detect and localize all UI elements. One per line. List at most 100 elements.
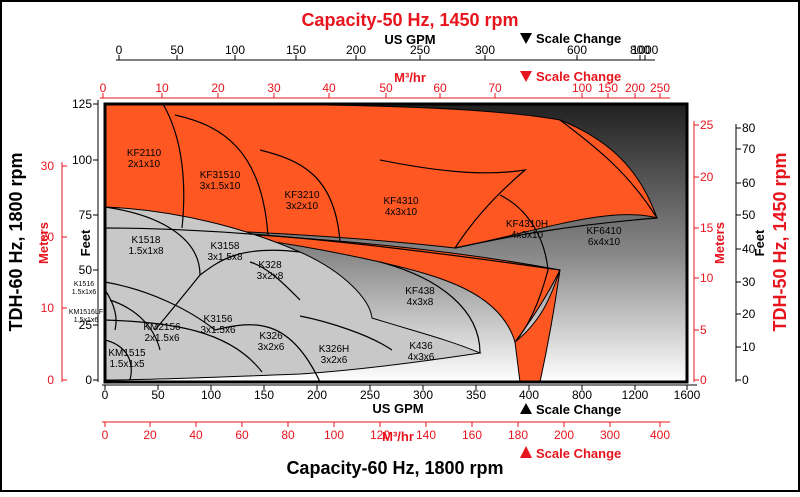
region-size-label: 4x3x10 <box>511 230 544 241</box>
left-meters-axis-tick-label: 20 <box>41 230 55 244</box>
top-gpm-axis-tick-label: 50 <box>170 43 184 57</box>
top-gpm-scale-change-label: Scale Change <box>536 31 621 46</box>
right-meters-axis-tick-label: 5 <box>700 323 707 337</box>
region-model-label: K3158 <box>211 241 240 252</box>
bottom-m3hr-scale-change-label: Scale Change <box>536 446 621 461</box>
right-meters-axis-tick-label: 25 <box>700 118 714 132</box>
bottom-m3hr-axis-tick-label: 100 <box>324 428 344 442</box>
top-m3hr-axis-tick-label: 60 <box>433 81 447 95</box>
top-m3hr-axis-tick-label: 150 <box>598 81 618 95</box>
left-feet-axis-tick-label: 100 <box>72 153 92 167</box>
region-model-label: K1518 <box>132 235 161 246</box>
bottom-m3hr-axis-tick-label: 80 <box>281 428 295 442</box>
right-feet-label: Feet <box>752 229 767 256</box>
region-size-label: 4x3x6 <box>408 352 435 363</box>
bottom-m3hr-axis-tick-label: 160 <box>462 428 482 442</box>
orange-region-2 <box>514 269 561 382</box>
region-size-label: 3x2x8 <box>257 271 284 282</box>
region-model-label: KF438 <box>405 286 435 297</box>
bottom-gpm-axis-tick-label: 50 <box>151 388 165 402</box>
right-feet-axis-tick-label: 80 <box>742 121 756 135</box>
bottom-gpm-label: US GPM <box>372 401 423 416</box>
top-m3hr-axis-tick-label: 20 <box>211 81 225 95</box>
right-feet-axis-tick-label: 70 <box>742 142 756 156</box>
top-title: Capacity-50 Hz, 1450 rpm <box>301 10 518 30</box>
region-model-label: K3156 <box>204 314 233 325</box>
region-boundary-14 <box>105 319 263 373</box>
right-feet-axis-tick-label: 50 <box>742 208 756 222</box>
region-boundary-18 <box>105 289 117 331</box>
region-boundary-16 <box>299 315 393 351</box>
left-feet-axis-tick-label: 25 <box>79 318 93 332</box>
top-gpm-axis-tick-label: 600 <box>567 43 587 57</box>
bottom-gpm-axis-tick-label: 100 <box>201 388 221 402</box>
region-boundary-11 <box>249 261 301 301</box>
left-meters-axis-tick-label: 0 <box>47 373 54 387</box>
region-boundary-8 <box>379 261 481 354</box>
region-size-label: 6x4x10 <box>588 237 621 248</box>
bottom-gpm-axis-tick-label: 300 <box>413 388 433 402</box>
region-size-label: 3x2x10 <box>286 201 319 212</box>
left-feet-axis-tick-label: 125 <box>72 97 92 111</box>
region-boundary-9 <box>105 206 201 276</box>
region-model-label: KF6410 <box>586 226 621 237</box>
region-model-label: KF4310H <box>506 219 548 230</box>
region-size-label: 2x1.5x6 <box>144 333 179 344</box>
right-axis-title: TDH-50 Hz, 1450 rpm <box>770 152 790 331</box>
bottom-m3hr-axis-tick-label: 180 <box>508 428 528 442</box>
top-m3hr-label: M³/hr <box>394 70 426 85</box>
top-gpm-axis-tick-label: 0 <box>116 43 123 57</box>
bottom-m3hr-axis-tick-label: 60 <box>235 428 249 442</box>
top-m3hr-scale-change-marker <box>520 71 532 82</box>
region-size-label: 3x1.5x10 <box>200 181 241 192</box>
bottom-m3hr-axis-tick-label: 300 <box>600 428 620 442</box>
bottom-m3hr-axis-tick-label: 20 <box>143 428 157 442</box>
bottom-m3hr-axis-tick-label: 120 <box>370 428 390 442</box>
region-boundary-4 <box>499 194 549 343</box>
right-meters-axis-tick-label: 15 <box>700 221 714 235</box>
top-gpm-label: US GPM <box>384 32 435 47</box>
region-model-label: K328 <box>258 260 282 271</box>
region-model-label: K326 <box>259 331 283 342</box>
region-size-label: 4x3x8 <box>407 297 434 308</box>
right-feet-axis-tick-label: 40 <box>742 242 756 256</box>
bottom-m3hr-axis-tick-label: 200 <box>554 428 574 442</box>
left-feet-axis-tick-label: 0 <box>85 373 92 387</box>
region-size-label: 1.5x1x8 <box>128 246 163 257</box>
top-m3hr-axis-tick-label: 50 <box>379 81 393 95</box>
region-boundary-2 <box>259 149 341 243</box>
top-m3hr-axis-tick-label: 100 <box>572 81 592 95</box>
region-size-label: 1.5x1x6 <box>72 289 97 296</box>
right-feet-axis-tick-label: 10 <box>742 340 756 354</box>
bottom-m3hr-axis-tick-label: 40 <box>189 428 203 442</box>
region-model-label: K326H <box>319 344 350 355</box>
region-boundary-7 <box>105 227 561 271</box>
region-model-label: KF2110 <box>127 148 162 159</box>
bottom-m3hr-axis-tick-label: 0 <box>102 428 109 442</box>
right-feet-axis-tick-label: 20 <box>742 307 756 321</box>
bottom-gpm-axis-tick-label: 200 <box>307 388 327 402</box>
bottom-gpm-axis-tick-label: 800 <box>572 388 592 402</box>
gray-region-0 <box>105 206 482 381</box>
top-gpm-axis-tick-label: 1000 <box>632 43 659 57</box>
bottom-gpm-axis-tick-label: 0 <box>102 388 109 402</box>
region-size-label: 3x2x6 <box>258 342 285 353</box>
left-meters-axis-tick-label: 10 <box>41 301 55 315</box>
region-model-label: KF31510 <box>200 170 241 181</box>
region-boundary-19 <box>154 274 201 331</box>
region-model-label: K1516 <box>74 281 94 288</box>
left-feet-axis-tick-label: 75 <box>79 208 93 222</box>
bottom-gpm-axis-tick-label: 150 <box>254 388 274 402</box>
plot-border <box>103 102 689 384</box>
region-boundary-15 <box>214 324 321 382</box>
region-boundary-5 <box>559 119 658 219</box>
region-size-label: 2x1x10 <box>128 159 161 170</box>
top-m3hr-axis-tick-label: 0 <box>100 81 107 95</box>
bottom-gpm-scale-change-marker <box>520 403 532 414</box>
top-gpm-axis-tick-label: 800 <box>630 43 650 57</box>
left-feet-label: Feet <box>78 229 93 256</box>
right-meters-label: Meters <box>712 222 727 264</box>
left-meters-axis-tick-label: 30 <box>41 159 55 173</box>
region-boundary-12 <box>105 281 216 331</box>
region-model-label: KF3210 <box>284 190 319 201</box>
